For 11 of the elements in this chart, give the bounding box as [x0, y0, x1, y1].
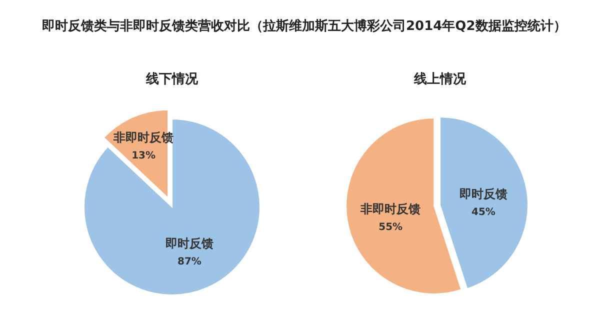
text: 即时反馈类与非即时反馈类营收对比（拉斯维加斯五大博彩公司2014年Q2数据监控统计）	[42, 18, 566, 34]
data-label: 45%	[471, 207, 496, 218]
slice-label: 即时反馈	[165, 236, 214, 250]
slice-label: 即时反馈	[459, 187, 508, 202]
data-label: 87%	[178, 256, 202, 268]
data-label: 13%	[132, 150, 156, 162]
slice-label: 非即时反馈	[112, 130, 174, 144]
slice-label: 非即时反馈	[360, 202, 421, 216]
chart-title: 线下情况	[145, 72, 199, 87]
data-label: 55%	[378, 222, 403, 233]
chart-title: 线上情况	[413, 72, 467, 87]
